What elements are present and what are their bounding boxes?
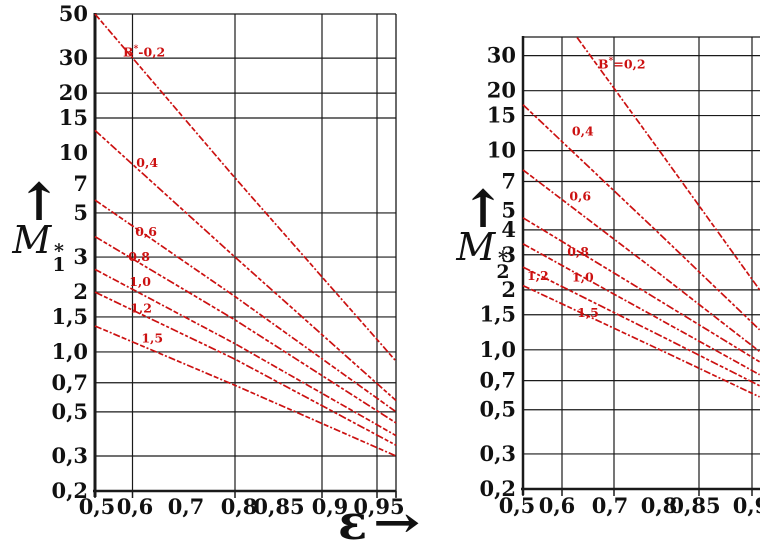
curve-label-B02: B*-0,2 (123, 45, 165, 60)
curve-label-B02: B*=0,2 (598, 57, 646, 72)
curve-B08-chart1 (94, 235, 397, 424)
y-tick-label-1,5: 1,5 (479, 302, 516, 327)
y-tick-label-10: 10 (59, 140, 88, 165)
curve-label-10: 1,0 (572, 270, 594, 285)
epsilon-symbol: ε (338, 495, 368, 551)
y-tick-label-2: 2 (501, 277, 516, 302)
curve-label-06: 0,6 (569, 188, 591, 203)
curve-label-15: 1,5 (141, 330, 163, 345)
x-tick-label-0,95: 0,95 (353, 494, 404, 519)
y-tick-label-0,3: 0,3 (51, 443, 88, 468)
curve-label-06: 0,6 (135, 224, 157, 239)
curve-B10-chart2 (522, 243, 760, 376)
curve-label-04: 0,4 (136, 155, 158, 170)
x-tick-label-0,7: 0,7 (592, 493, 629, 518)
curve-B15-chart1 (94, 325, 397, 457)
x-tick-label-0,85: 0,85 (669, 493, 720, 518)
y-tick-label-20: 20 (59, 80, 88, 105)
y-tick-label-15: 15 (487, 103, 516, 128)
curve-B04-chart1 (94, 129, 397, 402)
curve-B04-chart2 (522, 104, 760, 331)
y-tick-label-1,0: 1,0 (479, 337, 516, 362)
curve-label-12: 1,2 (130, 301, 152, 316)
x-tick-label-0,9: 0,9 (733, 493, 760, 518)
x-tick-label-0,6: 0,6 (117, 494, 154, 519)
m1-subscript: 1 (52, 253, 66, 276)
y-tick-label-3: 3 (73, 244, 88, 269)
y-tick-label-1,0: 1,0 (51, 339, 88, 364)
m2-star-symbol: M * 2 (456, 225, 510, 283)
y-tick-label-5: 5 (501, 198, 516, 223)
curve-B12-chart2 (522, 266, 760, 387)
up-arrow-icon: ↑ (461, 179, 505, 240)
y-tick-label-7: 7 (73, 171, 88, 196)
y-tick-label-5: 5 (73, 200, 88, 225)
x-tick-label-0,7: 0,7 (168, 494, 205, 519)
x-tick-label-0,8: 0,8 (221, 494, 258, 519)
y-tick-label-2: 2 (73, 279, 88, 304)
y-tick-label-1,5: 1,5 (51, 304, 88, 329)
y-tick-label-10: 10 (487, 138, 516, 163)
y-tick-label-15: 15 (59, 105, 88, 130)
x-tick-label-0,85: 0,85 (253, 494, 304, 519)
y-tick-label-4: 4 (501, 217, 516, 242)
m2-subscript: 2 (496, 260, 510, 283)
x-tick-label-0,8: 0,8 (641, 493, 678, 518)
x-tick-label-0,9: 0,9 (312, 494, 349, 519)
y-tick-label-30: 30 (59, 45, 88, 70)
y-axis-title-left: ↑ M * 1 (2, 172, 76, 276)
y-tick-label-20: 20 (487, 78, 516, 103)
y-tick-label-50: 50 (59, 1, 88, 26)
y-tick-label-0,2: 0,2 (479, 476, 516, 501)
y-tick-label-0,5: 0,5 (51, 399, 88, 424)
x-tick-label-0,5: 0,5 (79, 494, 116, 519)
y-axis-title-right: ↑ M * 2 (446, 179, 520, 283)
y-tick-label-7: 7 (501, 168, 516, 193)
y-tick-label-30: 30 (487, 43, 516, 68)
y-tick-label-0,7: 0,7 (479, 368, 516, 393)
y-tick-label-0,7: 0,7 (51, 370, 88, 395)
curve-B12-chart1 (94, 291, 397, 446)
curve-label-12: 1,2 (527, 268, 549, 283)
x-axis-title: ε → (338, 495, 421, 551)
curve-label-15: 1,5 (577, 305, 599, 320)
y-tick-label-0,5: 0,5 (479, 397, 516, 422)
x-tick-label-0,6: 0,6 (539, 493, 576, 518)
curve-label-10: 1,0 (129, 274, 151, 289)
y-tick-label-0,3: 0,3 (479, 441, 516, 466)
curve-B02-chart2 (576, 37, 760, 291)
curve-label-04: 0,4 (572, 123, 594, 138)
curve-B06-chart1 (94, 199, 397, 413)
curve-B08-chart2 (522, 217, 760, 363)
y-tick-label-0,2: 0,2 (51, 478, 88, 503)
x-tick-label-0,5: 0,5 (499, 493, 536, 518)
curve-B10-chart1 (94, 268, 397, 437)
m1-superscript: * (53, 240, 64, 263)
curve-B15-chart2 (522, 284, 760, 398)
m2-superscript: * (497, 247, 508, 270)
curve-B06-chart2 (522, 169, 760, 353)
y-tick-label-3: 3 (501, 242, 516, 267)
m1-star-symbol: M * 1 (12, 218, 66, 276)
up-arrow-icon: ↑ (17, 172, 61, 233)
curve-label-08: 0,8 (128, 249, 150, 264)
curve-label-08: 0,8 (567, 244, 589, 259)
right-arrow-icon: → (373, 498, 421, 547)
curve-B02-chart1 (94, 13, 397, 362)
